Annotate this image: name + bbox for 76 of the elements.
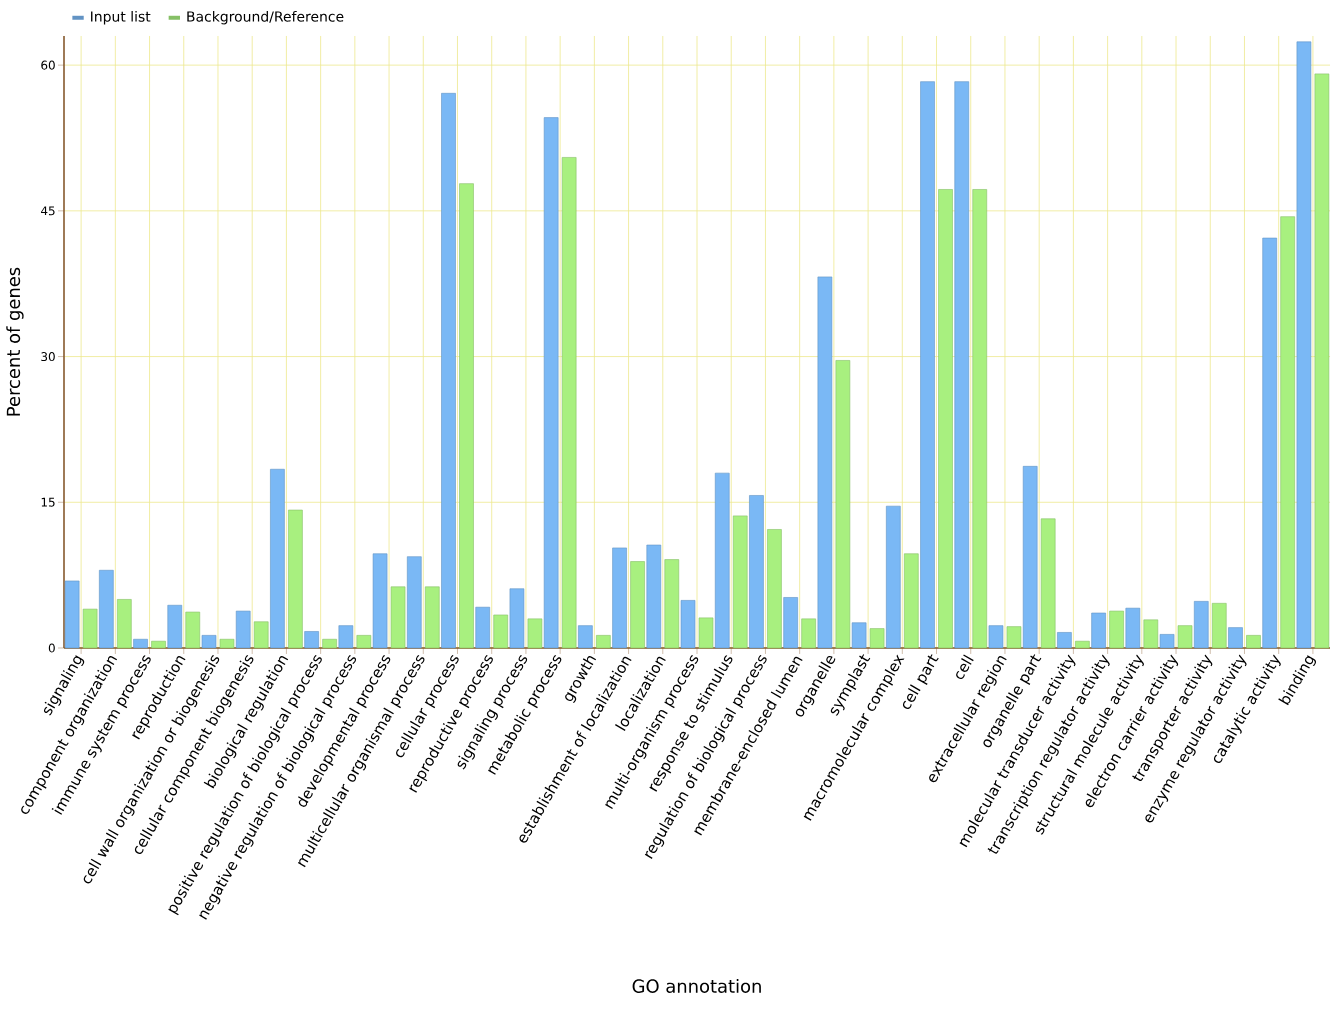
bar xyxy=(646,544,662,649)
bar xyxy=(117,599,132,649)
bar xyxy=(578,625,593,649)
bar xyxy=(1109,610,1124,649)
bar xyxy=(1075,640,1090,649)
bar xyxy=(1280,216,1295,649)
bar xyxy=(1211,603,1227,649)
bar xyxy=(406,556,422,649)
bar xyxy=(1246,635,1261,649)
bar xyxy=(561,157,577,649)
bar xyxy=(441,93,456,649)
bar xyxy=(219,638,235,649)
bar xyxy=(801,618,816,649)
bar xyxy=(1228,627,1243,649)
bar xyxy=(185,611,201,649)
bar xyxy=(680,600,696,649)
bar xyxy=(304,631,319,649)
bar xyxy=(904,553,919,649)
bar xyxy=(288,509,303,649)
bar xyxy=(1314,73,1330,649)
bar xyxy=(167,604,183,649)
bar xyxy=(1159,634,1175,649)
bar xyxy=(201,635,217,649)
bar xyxy=(372,553,388,649)
bar xyxy=(1125,607,1141,649)
bar xyxy=(493,614,508,649)
bar xyxy=(1091,612,1106,649)
bar xyxy=(1006,626,1022,649)
x-axis-title: GO annotation xyxy=(632,979,761,993)
bar xyxy=(151,640,166,649)
bar xyxy=(459,183,474,649)
bar xyxy=(783,597,798,649)
bar xyxy=(869,628,885,649)
bar xyxy=(767,529,782,649)
bar xyxy=(527,618,543,649)
bar xyxy=(817,276,833,649)
bar xyxy=(543,117,559,649)
bar xyxy=(1143,619,1159,649)
bar xyxy=(1177,625,1193,649)
bar xyxy=(749,495,764,649)
bar xyxy=(954,81,970,649)
bar xyxy=(886,505,901,649)
bar xyxy=(64,580,80,649)
bar xyxy=(596,635,611,649)
bar xyxy=(1040,518,1056,649)
bar xyxy=(322,638,337,649)
bar xyxy=(972,189,988,649)
bar xyxy=(99,569,114,649)
bar xyxy=(1296,41,1312,649)
bar xyxy=(270,468,285,649)
bar xyxy=(714,472,730,649)
bar xyxy=(424,586,440,649)
bar xyxy=(390,586,406,649)
bar xyxy=(1057,632,1072,649)
bar xyxy=(664,559,680,649)
bar xyxy=(235,610,251,649)
bar xyxy=(835,360,851,649)
bar xyxy=(1193,601,1209,649)
bar xyxy=(612,547,627,649)
bar xyxy=(338,625,354,649)
bar xyxy=(698,617,714,649)
bar xyxy=(133,638,148,649)
bar xyxy=(1262,237,1277,649)
bar xyxy=(630,561,645,649)
bar xyxy=(82,608,98,649)
y-axis-title: Percent of genes xyxy=(6,267,24,416)
bar xyxy=(475,606,491,649)
bar xyxy=(509,588,525,649)
bar xyxy=(920,81,935,649)
bar xyxy=(851,622,867,649)
bar xyxy=(988,625,1004,649)
bar xyxy=(253,621,269,649)
bar xyxy=(356,635,372,649)
bar xyxy=(938,189,953,649)
bar xyxy=(1022,466,1038,649)
bar xyxy=(732,515,748,649)
